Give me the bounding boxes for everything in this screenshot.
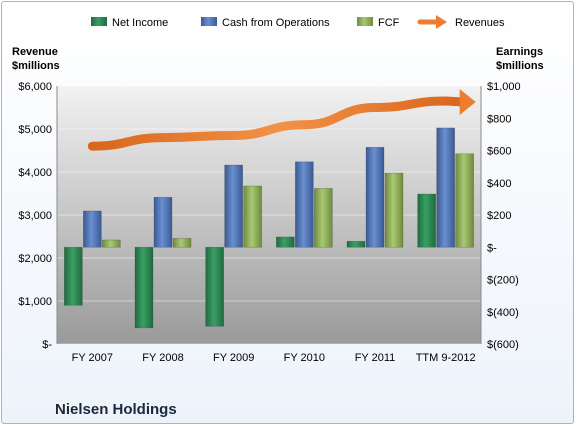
legend-item-revenues: Revenues — [417, 15, 505, 29]
x-axis-tick-label: TTM 9-2012 — [416, 352, 476, 364]
bar-fcf — [384, 172, 404, 248]
bar-cash-from-operations — [153, 196, 173, 248]
left-axis-tick-label: $3,000 — [18, 210, 52, 222]
left-axis-title-line2: $millions — [12, 60, 60, 72]
x-axis-tick-label: FY 2011 — [355, 352, 396, 364]
bar-net-income — [64, 246, 83, 306]
bar-fcf — [172, 238, 192, 248]
right-axis-tick-label: $(400) — [487, 307, 519, 319]
bar-cash-from-operations — [224, 164, 243, 248]
left-axis-tick-label: $4,000 — [18, 167, 52, 179]
bar-cash-from-operations — [436, 127, 455, 248]
bar-fcf — [314, 188, 333, 248]
right-axis-ticks: $(600) $(400) $(200) $- $200 $400 $600 $800 $1,0… — [487, 81, 521, 351]
right-axis-title-line1: Earnings — [496, 46, 543, 58]
left-axis-title-line1: Revenue — [12, 46, 58, 58]
bar-net-income — [205, 246, 224, 327]
legend-label-revenues: Revenues — [455, 17, 505, 29]
bar-cash-from-operations — [365, 146, 385, 248]
bar-net-income — [417, 193, 436, 248]
bar-fcf — [455, 153, 474, 248]
left-axis-tick-label: $6,000 — [18, 81, 52, 93]
legend-item-net-income: Net Income — [91, 17, 168, 29]
right-axis-tick-label: $200 — [487, 210, 511, 222]
legend: Net Income Cash from Operations FCF Reve… — [91, 15, 505, 29]
right-axis-tick-label: $600 — [487, 146, 511, 158]
legend-label-cash-from-operations: Cash from Operations — [222, 17, 330, 29]
legend-label-fcf: FCF — [378, 17, 400, 29]
left-axis-tick-label: $5,000 — [18, 124, 52, 136]
bar-net-income — [276, 236, 295, 248]
right-axis-tick-label: $1,000 — [487, 81, 521, 93]
legend-swatch-net-income — [91, 17, 107, 26]
bar-fcf — [243, 185, 262, 248]
left-axis-tick-label: $2,000 — [18, 253, 52, 265]
left-axis-tick-label: $1,000 — [18, 296, 52, 308]
right-axis-tick-label: $(600) — [487, 339, 519, 351]
legend-swatch-fcf — [357, 17, 373, 26]
bars — [64, 127, 474, 329]
x-axis-tick-label: FY 2009 — [213, 352, 254, 364]
revenue-arrow-head — [459, 89, 476, 116]
right-axis-tick-label: $800 — [487, 113, 511, 125]
left-axis-tick-label: $- — [42, 339, 52, 351]
x-axis-ticks: FY 2007 FY 2008 FY 2009 FY 2010 FY 2011 TTM 9… — [72, 352, 476, 364]
bar-cash-from-operations — [83, 210, 102, 248]
bar-net-income — [134, 246, 154, 329]
right-axis-title-line2: $millions — [496, 60, 544, 72]
left-axis-ticks: $- $1,000 $2,000 $3,000 $4,000 $5,000 $6,000 — [18, 81, 52, 351]
revenue-series-line — [87, 96, 469, 151]
bar-fcf — [102, 239, 121, 248]
x-axis-tick-label: FY 2007 — [72, 352, 113, 364]
legend-label-net-income: Net Income — [112, 17, 168, 29]
right-axis-tick-label: $400 — [487, 178, 511, 190]
x-axis-tick-label: FY 2010 — [284, 352, 325, 364]
legend-arrow-head-revenues — [436, 15, 447, 29]
legend-item-fcf: FCF — [357, 17, 400, 29]
legend-item-cash-from-operations: Cash from Operations — [201, 17, 330, 29]
right-axis-tick-label: $- — [487, 242, 497, 254]
bar-cash-from-operations — [295, 161, 314, 248]
right-axis-tick-label: $(200) — [487, 275, 519, 287]
bar-net-income — [346, 240, 366, 248]
x-axis-tick-label: FY 2008 — [142, 352, 183, 364]
revenue-line — [87, 89, 476, 151]
chart-title: Nielsen Holdings — [55, 401, 177, 418]
legend-swatch-cash-from-operations — [201, 17, 217, 26]
